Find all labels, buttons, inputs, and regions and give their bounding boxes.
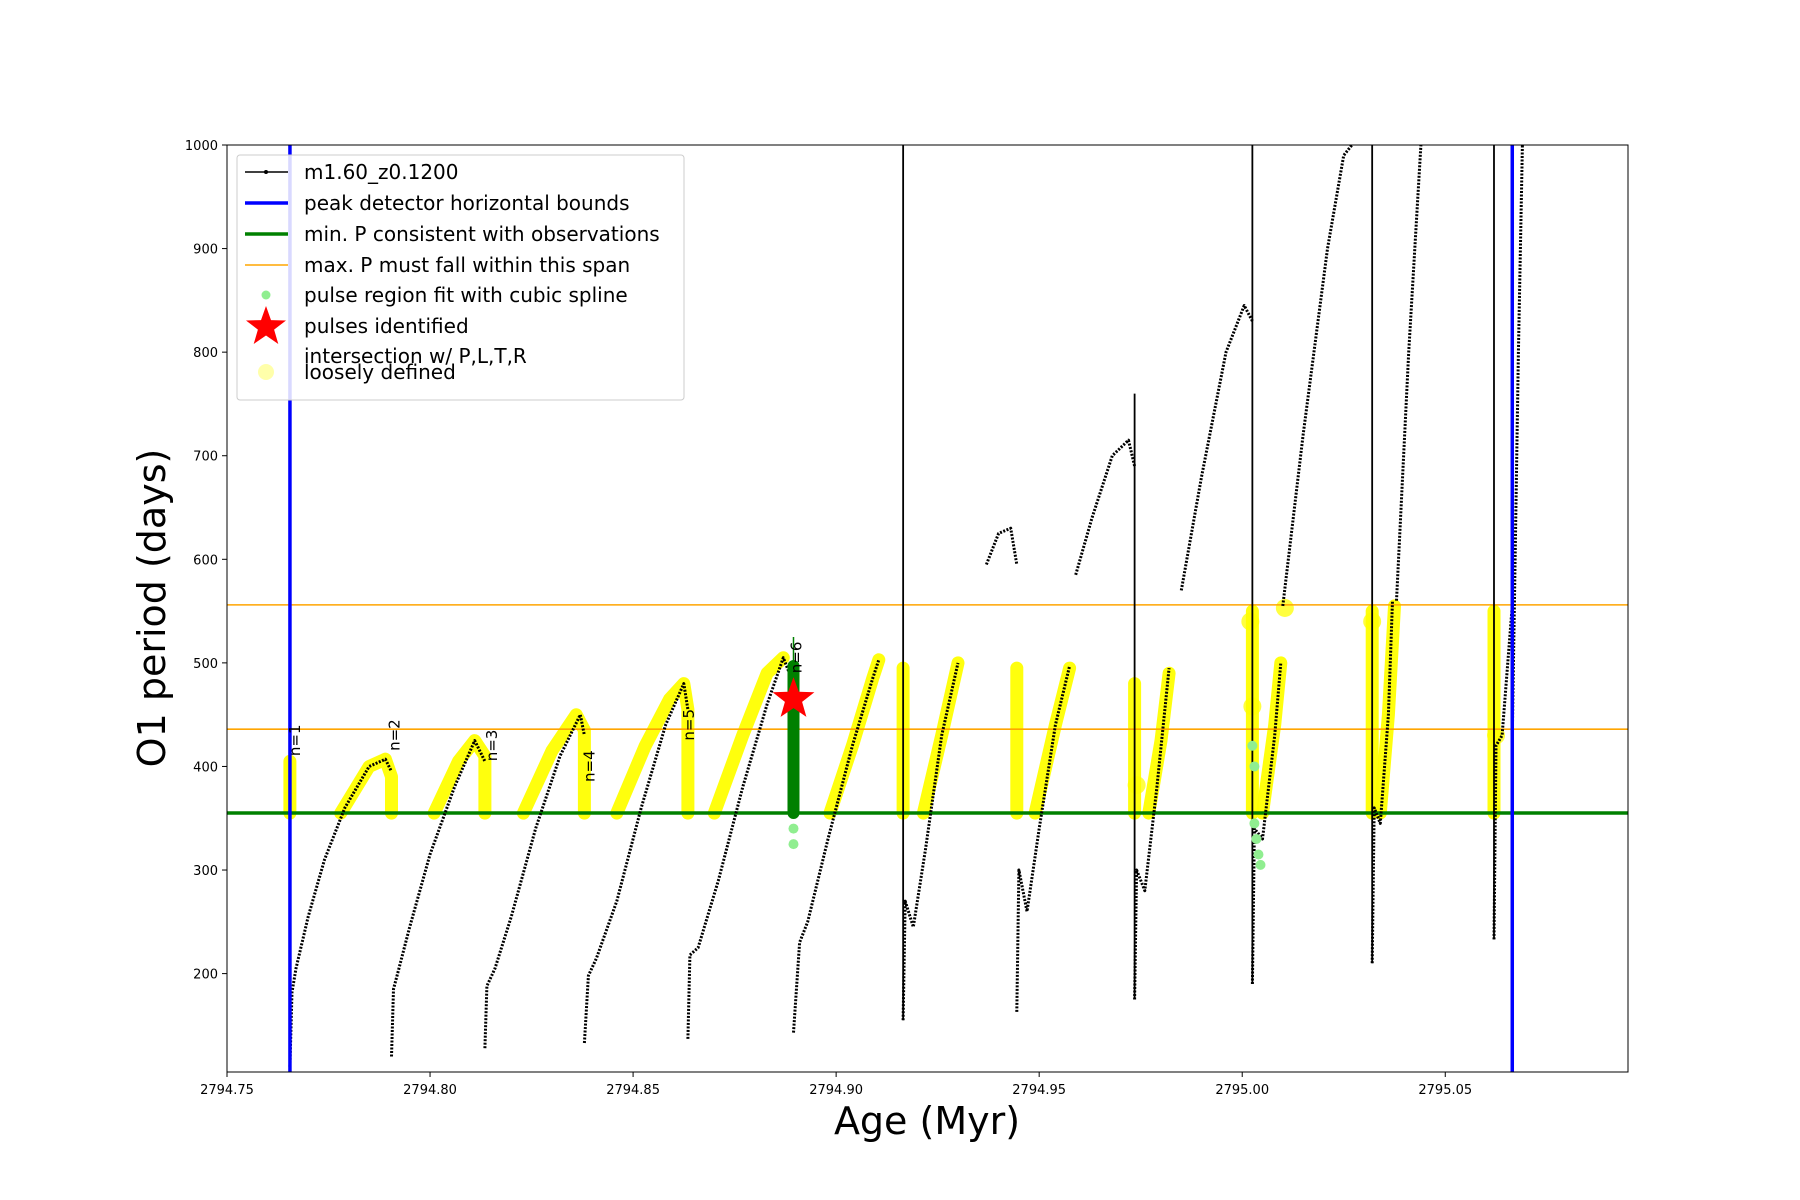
- spline-point-2: [788, 823, 799, 834]
- track-pulse-8: [1015, 665, 1072, 1012]
- pulse-label-1: n=1: [286, 724, 304, 756]
- spline-point-7: [1249, 761, 1260, 772]
- track-pulse-3: [483, 713, 586, 1049]
- intersection-region-3: [427, 734, 492, 820]
- y-tick-label-7: 800: [193, 346, 218, 361]
- y-tick-label-3: 400: [193, 760, 218, 775]
- track-upper-6: [1510, 145, 1524, 736]
- intersection-region-13: [1142, 666, 1176, 820]
- loose-point-3: [1275, 598, 1294, 617]
- track-pulse-9: [1133, 667, 1171, 1000]
- y-tick-label-2: 300: [193, 864, 218, 879]
- legend-handle-spline: [261, 290, 271, 300]
- x-tick-label-2: 2794.80: [403, 1083, 457, 1098]
- y-tick-label-5: 600: [193, 553, 218, 568]
- spline-point-6: [1255, 859, 1266, 870]
- legend-handle-intersection: [258, 364, 274, 380]
- intersection-region-7: [823, 653, 886, 820]
- y-axis: 200 300 400 500 600 700 800 900 1000: [185, 139, 227, 983]
- legend-label-maxP: max. P must fall within this span: [304, 253, 630, 277]
- x-tick-label-3: 2794.85: [606, 1083, 660, 1098]
- track-upper-4: [1281, 145, 1354, 607]
- track-upper-3: [1179, 304, 1254, 591]
- x-axis-title: Age (Myr): [834, 1099, 1020, 1143]
- y-tick-label-1: 200: [193, 968, 218, 983]
- spline-point-1: [788, 839, 799, 850]
- legend-label-minP: min. P consistent with observations: [304, 222, 660, 246]
- intersection-region-4: [516, 708, 591, 820]
- pulse-label-5: n=5: [680, 709, 698, 741]
- pulse-label-2: n=2: [386, 719, 404, 751]
- legend-label-loose: loosely defined: [304, 360, 456, 384]
- track-pulse-10: [1250, 662, 1283, 985]
- intersection-region-6: [707, 651, 790, 820]
- track-pulse-7: [901, 662, 960, 1021]
- legend-label-intersection: intersection w/ P,L,T,R: [304, 344, 527, 368]
- loose-point-4: [1241, 612, 1260, 631]
- track-pulse-6: [792, 659, 881, 1033]
- spline-point-8: [1247, 740, 1258, 751]
- x-tick-label-6: 2795.00: [1215, 1083, 1269, 1098]
- y-tick-label-4: 500: [193, 657, 218, 672]
- track-upper-1: [985, 526, 1019, 566]
- legend-label-pulse: pulses identified: [304, 314, 469, 338]
- plot-frame: [226, 144, 1629, 1073]
- y-tick-label-8: 900: [193, 243, 218, 258]
- pulse-label-6: n=6: [788, 642, 806, 674]
- track-pulse-11: [1370, 600, 1394, 964]
- track-pulse-1: [288, 757, 393, 1067]
- legend-box: [236, 154, 685, 401]
- pulse-label-4: n=4: [581, 750, 599, 782]
- x-axis: 2794.75 2794.80 2794.85 2794.90 2794.95 2795.…: [200, 1072, 1472, 1098]
- spline-point-5: [1253, 849, 1264, 860]
- pulse-label-3: n=3: [483, 730, 501, 762]
- track-upper-5: [1395, 145, 1423, 601]
- x-tick-label-7: 2795.05: [1418, 1083, 1472, 1098]
- y-axis-title: O1 period (days): [130, 449, 174, 768]
- track-pulse-5: [686, 656, 795, 1039]
- pulse-star-marker: [772, 677, 815, 717]
- spline-point-4: [1251, 833, 1262, 844]
- track-pulse-4: [582, 682, 690, 1044]
- intersection-region-15: [1256, 656, 1288, 820]
- legend-handle-pulse: [246, 306, 286, 344]
- legend-label-track: m1.60_z0.1200: [304, 160, 459, 184]
- loose-point-1: [1127, 776, 1146, 795]
- legend-marker-track: [264, 170, 268, 174]
- spline-point-3: [1249, 818, 1260, 829]
- intersection-region-2: [334, 752, 398, 820]
- plot-area: n=1 n=2 n=3 n=4 n=5 n=6: [227, 145, 1628, 1072]
- y-tick-label-6: 700: [193, 450, 218, 465]
- track-upper-2: [1074, 438, 1137, 576]
- y-tick-label-9: 1000: [185, 139, 218, 154]
- track-pulse-2: [390, 739, 487, 1057]
- legend-label-bounds: peak detector horizontal bounds: [304, 191, 630, 215]
- intersection-region-5: [610, 677, 695, 820]
- track-pulse-12: [1492, 604, 1514, 940]
- x-tick-label-5: 2794.95: [1012, 1083, 1066, 1098]
- x-tick-label-4: 2794.90: [809, 1083, 863, 1098]
- legend-label-spline: pulse region fit with cubic spline: [304, 283, 628, 307]
- x-tick-label-1: 2794.75: [200, 1083, 254, 1098]
- intersection-region-11: [1028, 661, 1077, 820]
